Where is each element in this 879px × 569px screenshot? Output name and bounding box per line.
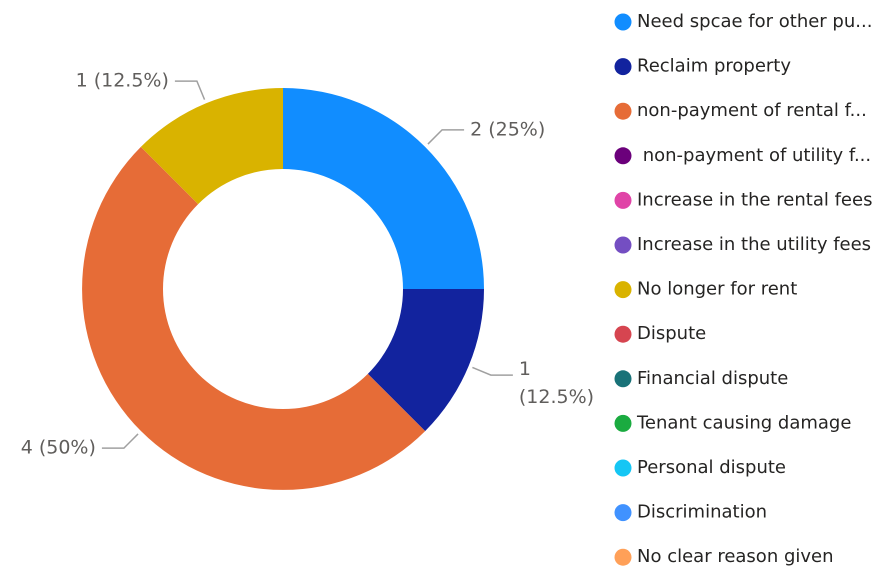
legend-label: No longer for rent bbox=[637, 279, 797, 300]
data-label: 1 (12.5%) bbox=[519, 358, 594, 408]
legend-label: Dispute bbox=[637, 323, 706, 344]
legend-marker bbox=[614, 236, 632, 254]
legend-marker bbox=[614, 13, 632, 31]
data-label: 2 (25%) bbox=[470, 118, 545, 140]
legend-marker bbox=[614, 548, 632, 566]
legend-label: Increase in the utility fees bbox=[637, 234, 871, 255]
donut-slice bbox=[140, 88, 283, 205]
leader-line bbox=[101, 433, 139, 449]
legend-label: No clear reason given bbox=[637, 546, 834, 567]
donut-slice bbox=[367, 289, 484, 432]
legend-marker bbox=[614, 147, 632, 165]
legend-label: Discrimination bbox=[637, 502, 767, 523]
legend-marker bbox=[614, 414, 632, 432]
legend-label: non-payment of rental f... bbox=[637, 100, 867, 121]
data-label-line: 1 bbox=[519, 358, 531, 380]
legend-label: Reclaim property bbox=[637, 56, 791, 77]
legend-label: Need spcae for other pu... bbox=[637, 11, 872, 32]
legend-marker bbox=[614, 281, 632, 299]
donut-slice bbox=[283, 88, 484, 289]
legend-marker bbox=[614, 102, 632, 120]
data-label-line: (12.5%) bbox=[519, 386, 594, 408]
data-label: 4 (50%) bbox=[21, 437, 96, 459]
legend-marker bbox=[614, 370, 632, 388]
legend-label: Financial dispute bbox=[637, 368, 788, 389]
legend-marker bbox=[614, 504, 632, 522]
legend-label: Tenant causing damage bbox=[636, 412, 851, 433]
donut-slice bbox=[82, 146, 426, 490]
legend-label: Personal dispute bbox=[637, 457, 786, 478]
legend-marker bbox=[614, 58, 632, 76]
leader-line bbox=[427, 129, 465, 145]
legend-label: Increase in the rental fees bbox=[637, 189, 872, 210]
leader-line bbox=[174, 80, 206, 100]
legend-label: non-payment of utility f... bbox=[637, 145, 871, 166]
data-label: 1 (12.5%) bbox=[76, 70, 169, 92]
legend-marker bbox=[614, 325, 632, 343]
legend-marker bbox=[614, 459, 632, 477]
legend-marker bbox=[614, 191, 632, 209]
leader-line bbox=[472, 366, 513, 376]
